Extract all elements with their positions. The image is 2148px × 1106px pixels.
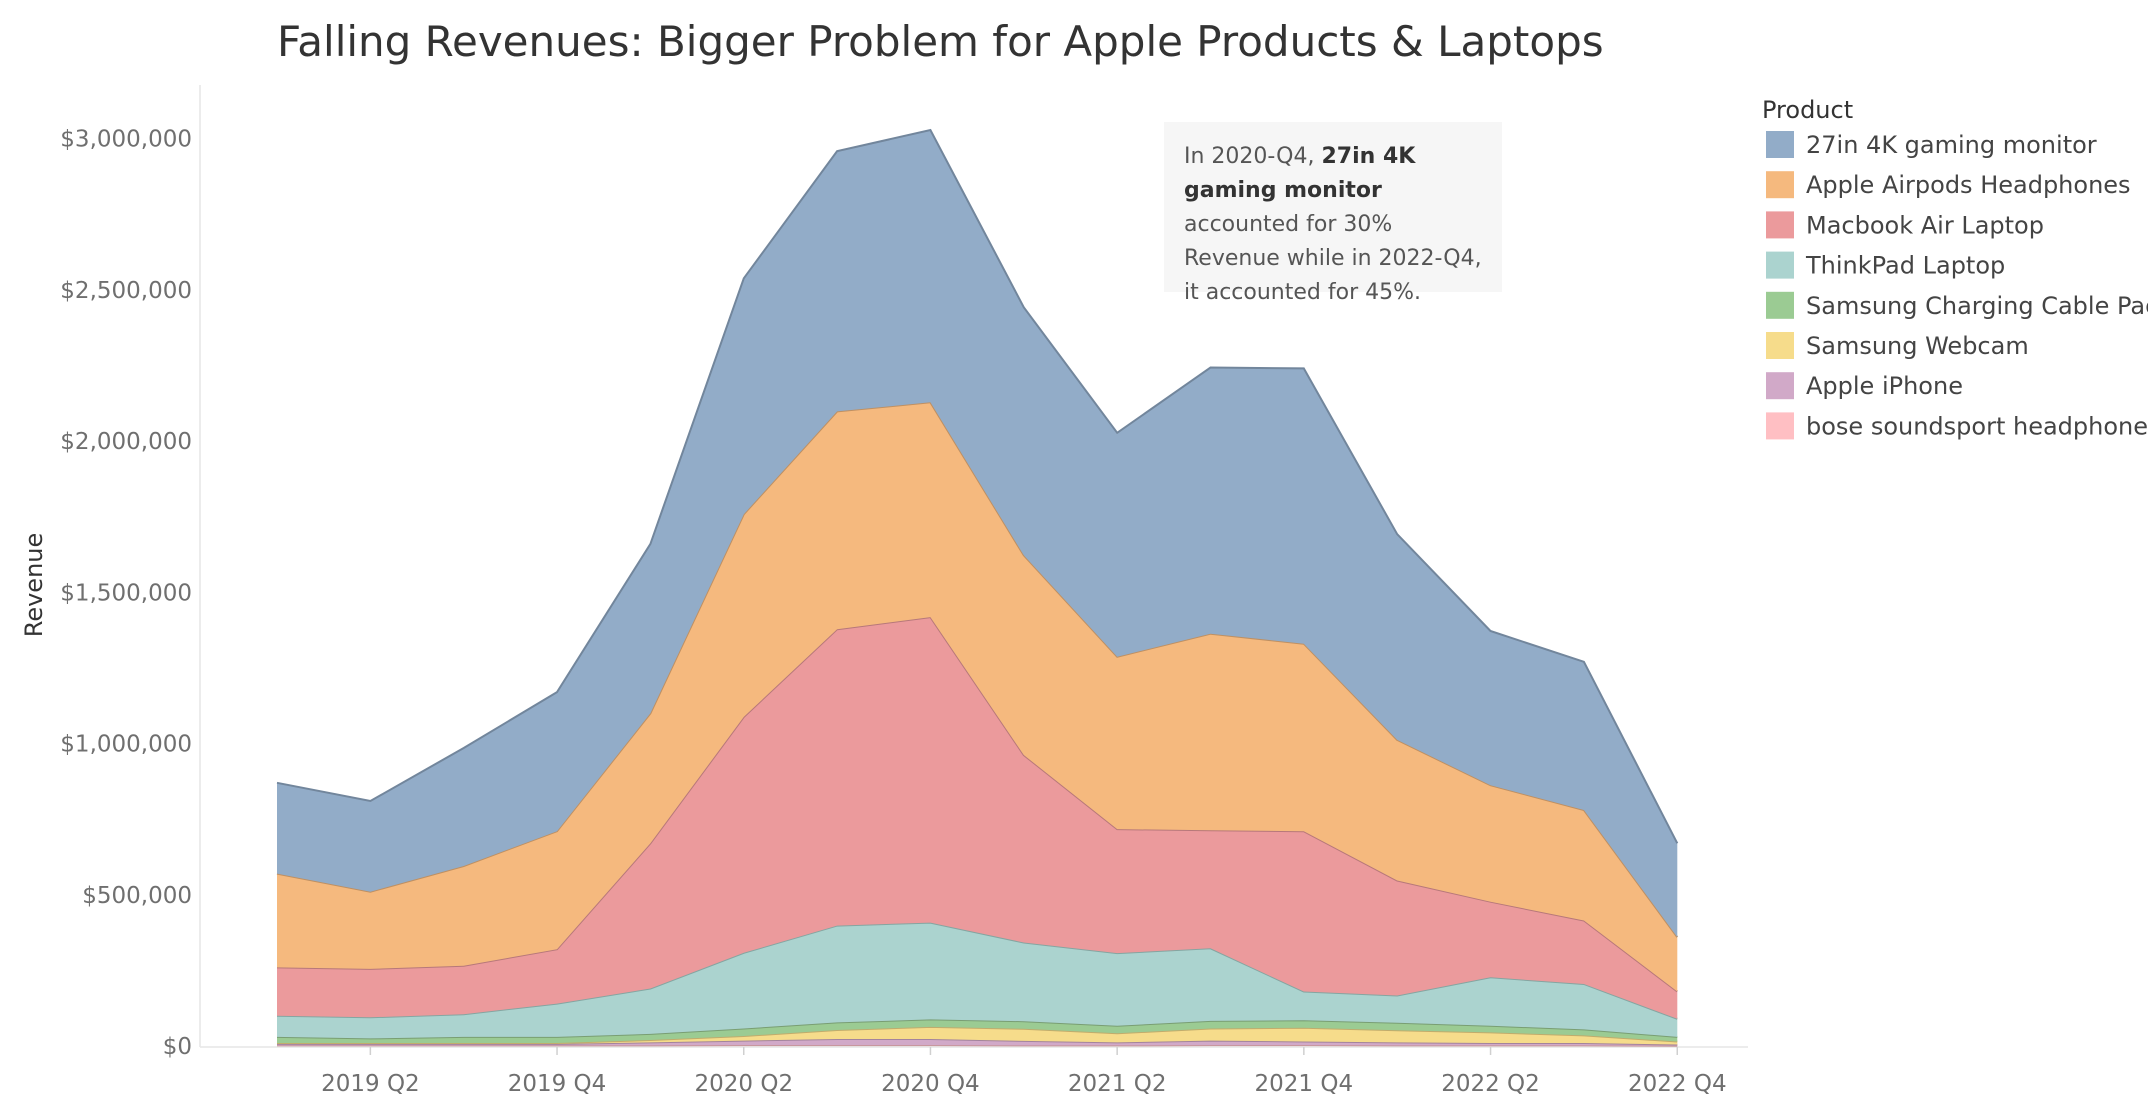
area-27in-4k-gaming-monitor [277,130,1678,938]
x-tick-label: 2020 Q4 [881,1071,980,1097]
x-tick-label: 2019 Q2 [321,1071,420,1097]
y-tick-label: $0 [163,1034,192,1060]
y-tick-label: $1,500,000 [60,580,192,606]
legend-swatch-27in-4k-gaming-monitor [1766,131,1794,158]
area-samsung-charging-cable-pack [277,1019,1678,1043]
legend-label-apple-airpods-headphones: Apple Airpods Headphones [1806,171,2131,199]
area-samsung-webcam [277,1026,1678,1045]
area-series-group [276,128,1679,1047]
y-tick-label: $3,000,000 [60,127,192,153]
x-tick-label: 2021 Q4 [1255,1071,1354,1097]
legend-label-macbook-air-laptop: Macbook Air Laptop [1806,211,2044,239]
legend-title: Product [1762,96,1853,124]
annotation-box: In 2020-Q4, 27in 4K gaming monitor accou… [1164,122,1502,305]
y-axis-ticks: $0 $500,000 $1,000,000 $1,500,000 $2,000,000… [60,127,192,1061]
x-tick-label: 2020 Q2 [695,1071,794,1097]
y-tick-label: $2,000,000 [60,429,192,455]
legend-swatch-samsung-charging-cable-pack [1766,291,1794,319]
x-axis-ticks: 2019 Q2 2019 Q4 2020 Q2 2020 Q4 2021 Q2 2021 … [321,1047,1727,1097]
annotation-prefix: In 2020-Q4, [1184,144,1322,169]
area-macbook-air-laptop [277,617,1678,1019]
area-thinkpad-laptop [277,922,1678,1039]
y-axis-label: Revenue [20,533,48,638]
x-tick-label: 2021 Q2 [1068,1071,1167,1097]
legend-swatch-thinkpad-laptop [1766,251,1794,279]
area-apple-iphone [277,1039,1678,1046]
legend-label-apple-iphone: Apple iPhone [1806,372,1963,400]
area-apple-airpods-headphones [277,402,1678,992]
legend-swatch-samsung-webcam [1766,332,1794,359]
legend-swatch-macbook-air-laptop [1766,211,1794,239]
legend: Product 27in 4K gaming monitor Apple Airp… [1762,96,2148,440]
legend-label-samsung-charging-cable-pack: Samsung Charging Cable Pack [1806,292,2148,320]
x-tick-label: 2019 Q4 [508,1071,607,1097]
legend-swatch-apple-airpods-headphones [1766,171,1794,199]
x-tick-label: 2022 Q4 [1628,1071,1727,1097]
legend-swatch-apple-iphone [1766,372,1794,400]
chart-title: Falling Revenues: Bigger Problem for App… [277,17,1604,66]
y-tick-label: $500,000 [82,883,192,909]
y-tick-label: $2,500,000 [60,278,192,304]
line-27in-4k-gaming-monitor [276,128,1679,844]
legend-swatch-bose-soundsport-headphones [1766,412,1794,440]
annotation-bold: 27in 4K gaming monitor [1184,144,1416,203]
legend-label-27in-4k-gaming-monitor: 27in 4K gaming monitor [1806,131,2097,159]
x-tick-label: 2022 Q2 [1441,1071,1540,1097]
legend-label-samsung-webcam: Samsung Webcam [1806,332,2029,360]
legend-label-thinkpad-laptop: ThinkPad Laptop [1805,252,2005,280]
legend-label-bose-soundsport-headphones: bose soundsport headphones [1806,412,2148,440]
line-thinkpad-laptop [276,921,1678,1020]
annotation-suffix: accounted for 30% Revenue while in 2022-… [1184,212,1482,305]
y-tick-label: $1,000,000 [60,732,192,758]
